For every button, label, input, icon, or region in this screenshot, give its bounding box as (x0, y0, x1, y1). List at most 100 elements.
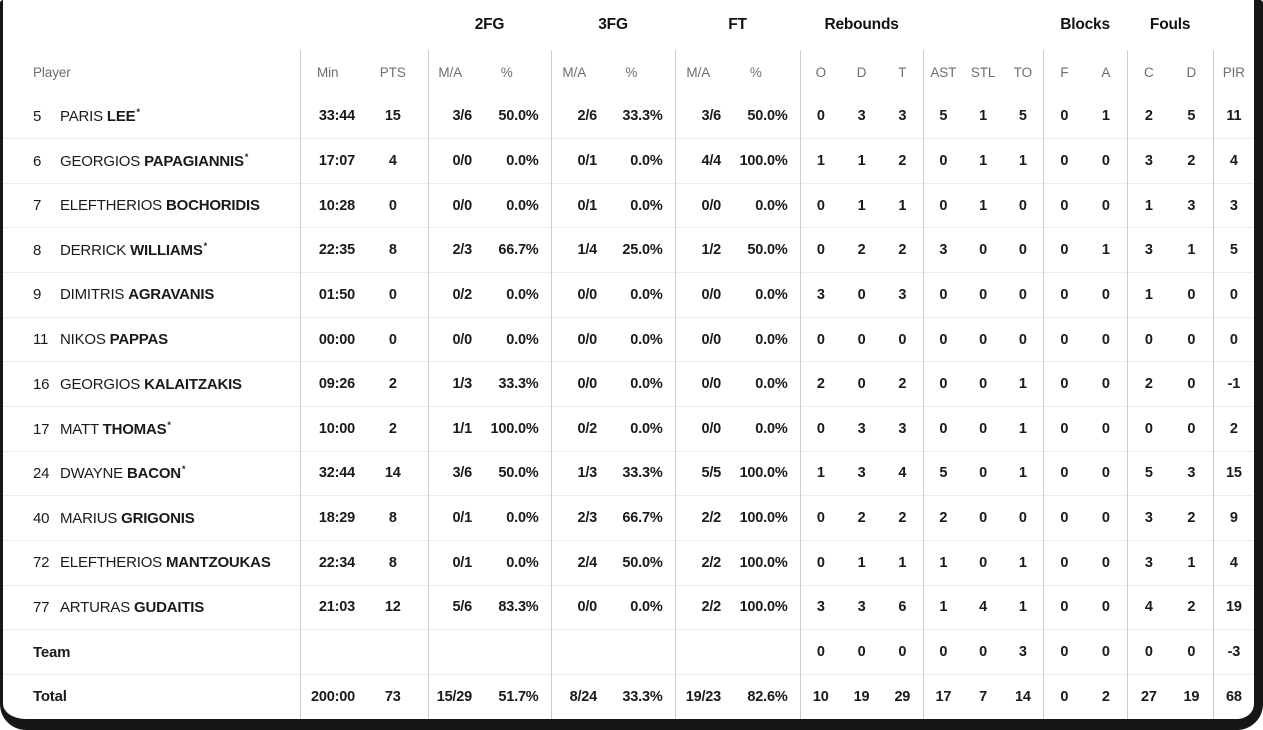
stat-fouls-drawn: 1 (1170, 539, 1214, 586)
stat-points: 0 (358, 316, 428, 362)
stat-blocks-favour: 0 (1042, 584, 1086, 630)
stat-fouls-drawn: 0 (1170, 405, 1214, 452)
stat-2fg-pct: 66.7% (475, 227, 552, 273)
player-name[interactable]: MATT THOMAS* (60, 419, 171, 438)
stat-ft-ma: 0/0 (674, 272, 725, 318)
stat-reb-offensive: 1 (799, 138, 842, 184)
stat-reb-total: 3 (882, 405, 924, 452)
player-cell: 17 MATT THOMAS* (3, 405, 300, 452)
stat-steals: 0 (963, 405, 1004, 452)
player-cell: 40 MARIUS GRIGONIS (3, 495, 300, 541)
stat-reb-total: 2 (882, 227, 924, 273)
stat-2fg-ma (427, 629, 475, 675)
table-row: 72 ELEFTHERIOS MANTZOUKAS 22:34 8 0/1 0.0… (3, 539, 1254, 586)
stat-pir: 4 (1212, 138, 1254, 184)
stat-turnovers: 1 (1003, 584, 1044, 630)
stat-3fg-pct: 0.0% (600, 405, 676, 452)
stat-2fg-ma: 0/2 (427, 272, 475, 318)
stat-minutes: 22:35 (299, 227, 358, 273)
jersey-number: 8 (33, 242, 42, 260)
col-header-ast: AST (922, 50, 964, 94)
player-name[interactable]: PARIS LEE* (60, 107, 140, 126)
stat-fouls-drawn: 2 (1170, 495, 1214, 541)
stat-fouls-committed: 2 (1126, 361, 1171, 407)
stat-ft-ma: 2/2 (674, 539, 725, 586)
stat-3fg-pct: 0.0% (600, 272, 676, 318)
stat-reb-defensive: 3 (857, 108, 866, 125)
stat-3fg-ma: 0/0 (550, 584, 601, 630)
stat-reb-defensive: 19 (841, 673, 883, 719)
stat-2fg-pct: 0.0% (475, 182, 552, 228)
player-name[interactable]: GEORGIOS PAPAGIANNIS* (60, 151, 249, 170)
stat-minutes: 18:29 (299, 495, 358, 541)
stat-points: 8 (358, 227, 428, 273)
stat-turnovers: 1 (1003, 450, 1044, 496)
player-name[interactable]: ARTURAS GUDAITIS (60, 598, 205, 616)
stat-pir: -3 (1212, 629, 1254, 675)
stat-blocks-against: 0 (1085, 539, 1128, 586)
col-header-2fg-pct: % (500, 64, 513, 80)
stat-pir: 19 (1212, 584, 1254, 630)
player-name[interactable]: ELEFTHERIOS BOCHORIDIS (60, 197, 260, 215)
stat-2fg-pct: 0.0% (475, 539, 552, 586)
group-header-2fg: 2FG (474, 16, 505, 33)
player-name[interactable]: ELEFTHERIOS MANTZOUKAS (60, 554, 271, 572)
stat-points: 8 (358, 539, 428, 586)
stat-reb-total: 0 (882, 316, 924, 362)
stat-reb-defensive: 3 (841, 405, 883, 452)
stat-fouls-drawn: 19 (1170, 673, 1214, 719)
player-cell: Total (3, 673, 300, 719)
stat-turnovers: 0 (1003, 495, 1044, 541)
player-name[interactable]: DERRICK WILLIAMS* (60, 241, 207, 260)
stat-fouls-committed: 0 (1126, 316, 1171, 362)
table-row: 11 NIKOS PAPPAS 00:00 0 0/0 0.0% 0/0 0.0%… (3, 316, 1254, 362)
player-cell: 77 ARTURAS GUDAITIS (3, 584, 300, 630)
stat-fouls-committed: 4 (1126, 584, 1171, 630)
player-name[interactable]: MARIUS GRIGONIS (60, 509, 195, 527)
stat-ft-pct: 100.0% (724, 584, 801, 630)
player-name[interactable]: NIKOS PAPPAS (60, 331, 168, 349)
col-header-pts: PTS (379, 64, 406, 80)
table-row: Total 200:00 73 15/29 51.7% 8/24 33.3% 1… (3, 673, 1254, 719)
stat-ft-ma: 19/23 (674, 673, 725, 719)
stat-2fg-ma: 0/1 (427, 495, 475, 541)
stat-reb-offensive: 3 (799, 584, 842, 630)
stat-fouls-drawn: 2 (1170, 138, 1214, 184)
stat-reb-offensive: 1 (799, 450, 842, 496)
player-name[interactable]: DIMITRIS AGRAVANIS (60, 286, 215, 304)
stat-blocks-against: 0 (1085, 629, 1128, 675)
player-name[interactable]: GEORGIOS KALAITZAKIS (60, 375, 242, 393)
stat-assists: 17 (922, 673, 964, 719)
stat-turnovers: 1 (1003, 405, 1044, 452)
stat-2fg-pct: 50.0% (498, 108, 539, 125)
stat-ft-ma: 4/4 (674, 138, 725, 184)
stat-3fg-pct: 0.0% (600, 361, 676, 407)
stat-fouls-committed: 5 (1126, 450, 1171, 496)
stat-blocks-favour: 0 (1042, 316, 1086, 362)
stat-steals: 0 (963, 539, 1004, 586)
group-header-3fg: 3FG (598, 16, 628, 33)
stat-blocks-against: 0 (1085, 405, 1128, 452)
player-name[interactable]: DWAYNE BACON* (60, 464, 186, 483)
stat-ft-pct: 100.0% (724, 495, 801, 541)
stat-reb-offensive: 0 (799, 495, 842, 541)
stat-fouls-drawn: 0 (1170, 272, 1214, 318)
table-row: 7 ELEFTHERIOS BOCHORIDIS 10:28 0 0/0 0.0%… (3, 182, 1254, 228)
stat-points: 8 (358, 495, 428, 541)
col-header-3fg-pct: % (625, 64, 638, 80)
stat-minutes: 17:07 (299, 138, 358, 184)
stat-pir: 11 (1212, 94, 1254, 139)
player-cell: 72 ELEFTHERIOS MANTZOUKAS (3, 539, 300, 586)
jersey-number: 77 (33, 598, 50, 616)
stat-reb-offensive: 0 (799, 182, 842, 228)
stat-2fg-pct: 83.3% (475, 584, 552, 630)
stat-reb-total: 2 (882, 361, 924, 407)
stat-reb-offensive: 0 (799, 405, 842, 452)
table-row: Team 0 0 0 0 0 3 0 0 0 0 -3 (3, 629, 1254, 675)
stat-turnovers: 0 (1003, 272, 1044, 318)
col-header-min: Min (299, 50, 358, 94)
stat-ft-pct (724, 629, 801, 675)
stat-ft-pct: 50.0% (724, 227, 801, 273)
stat-blocks-against: 0 (1085, 450, 1128, 496)
col-header-blk-a: A (1101, 64, 1111, 80)
